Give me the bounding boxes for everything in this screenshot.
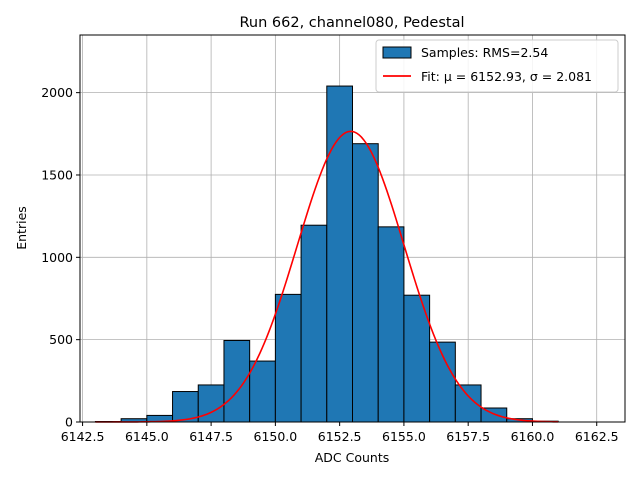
x-axis-ticks: 6142.5 6145.0 6147.5 6150.0 6152.5 6155.0 6157… xyxy=(61,422,619,444)
histogram-bar xyxy=(223,339,251,423)
legend-label-samples: Samples: RMS=2.54 xyxy=(421,45,548,60)
legend-swatch-samples xyxy=(382,46,412,59)
legend-label-fit: Fit: μ = 6152.93, σ = 2.081 xyxy=(421,69,592,84)
y-tick-label: 0 xyxy=(65,415,73,430)
x-tick-label: 6142.5 xyxy=(61,429,105,444)
y-tick-label: 2000 xyxy=(41,85,73,100)
x-tick-label: 6157.5 xyxy=(446,429,490,444)
histogram-bar xyxy=(403,294,431,423)
legend: Samples: RMS=2.54 Fit: μ = 6152.93, σ = … xyxy=(375,39,619,93)
x-tick-label: 6160.0 xyxy=(511,429,555,444)
y-tick-label: 1500 xyxy=(41,167,73,182)
histogram-bar xyxy=(300,224,328,423)
x-tick-label: 6162.5 xyxy=(575,429,619,444)
chart-title: Run 662, channel080, Pedestal xyxy=(239,15,464,31)
x-tick-label: 6152.5 xyxy=(318,429,362,444)
histogram-bar xyxy=(274,293,302,423)
x-tick-label: 6145.0 xyxy=(125,429,169,444)
y-axis-ticks: 0 500 1000 1500 2000 xyxy=(41,85,80,430)
fit-curve xyxy=(95,130,559,423)
x-tick-label: 6155.0 xyxy=(382,429,426,444)
y-tick-label: 1000 xyxy=(41,250,73,265)
y-tick-label: 500 xyxy=(49,332,73,347)
histogram-bar xyxy=(377,226,405,423)
x-tick-label: 6147.5 xyxy=(189,429,233,444)
histogram-bar xyxy=(352,143,379,423)
x-axis-label: ADC Counts xyxy=(315,450,390,465)
plot-frame xyxy=(79,34,626,423)
histogram-bar xyxy=(249,360,276,423)
legend-box xyxy=(375,39,619,93)
x-tick-label: 6150.0 xyxy=(254,429,298,444)
y-axis-label: Entries xyxy=(14,206,29,250)
